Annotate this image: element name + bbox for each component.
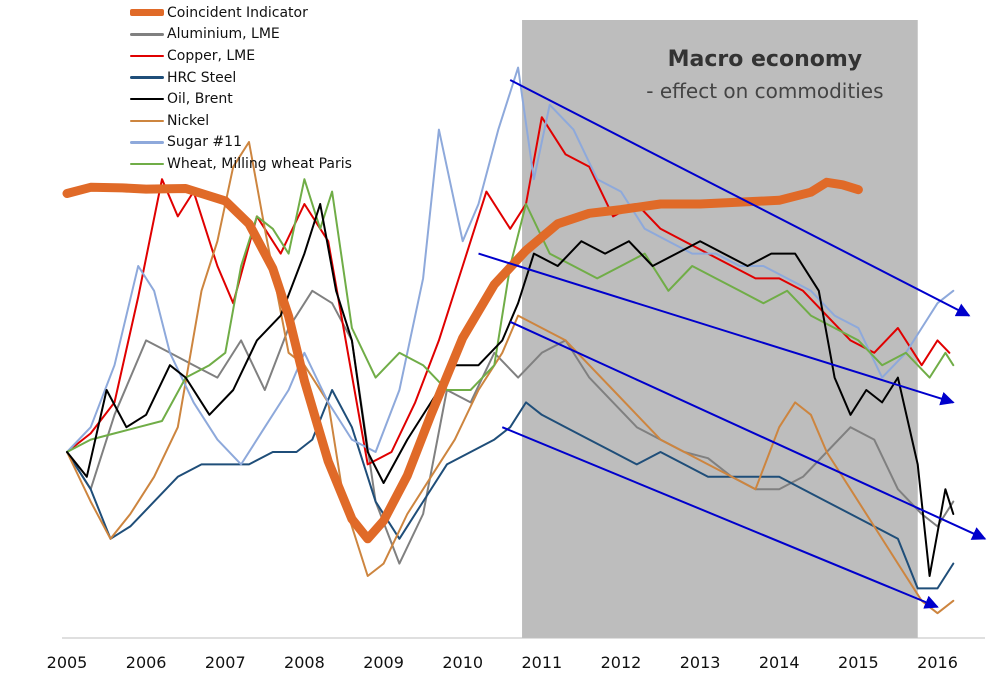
legend-swatch (130, 162, 164, 166)
series-line-oil-brent (66, 203, 955, 577)
trend-arrow-2 (478, 252, 955, 406)
series-line-nickel (66, 141, 955, 615)
legend-label: Sugar #11 (167, 134, 242, 151)
annotation-title: Macro economy (668, 47, 863, 72)
x-tick-label: 2009 (363, 653, 404, 672)
series-line-hrc-steel (66, 389, 955, 590)
legend-label: Oil, Brent (167, 91, 233, 108)
x-axis-ticks: 2005 2006 2007 2008 2009 2010 2011 2012 2013 2014… (47, 653, 958, 672)
series-line-aluminium-lme (66, 289, 955, 565)
legend-swatch (130, 141, 164, 144)
x-tick-label: 2008 (284, 653, 325, 672)
legend-item: HRC Steel (130, 67, 352, 89)
legend-item: Nickel (130, 110, 352, 132)
legend-item: Wheat, Milling wheat Paris (130, 153, 352, 175)
series-line-sugar-11 (66, 66, 955, 466)
annotation-subtitle: - effect on commodities (646, 79, 883, 103)
x-tick-label: 2015 (838, 653, 879, 672)
x-tick-label: 2016 (917, 653, 958, 672)
legend-label: Nickel (167, 112, 210, 129)
legend-swatch (130, 97, 164, 101)
trend-arrow-3 (509, 320, 987, 540)
legend-swatch (130, 33, 164, 36)
x-tick-label: 2010 (442, 653, 483, 672)
legend-swatch (130, 9, 164, 17)
trend-arrow-4 (501, 426, 939, 609)
x-tick-label: 2006 (126, 653, 167, 672)
legend-item: Oil, Brent (130, 88, 352, 110)
legend: Coincident Indicator Aluminium, LME Copper… (130, 2, 352, 175)
series-line-copper-lme (66, 116, 951, 466)
x-tick-label: 2005 (47, 653, 88, 672)
x-tick-label: 2014 (759, 653, 800, 672)
legend-swatch (130, 119, 164, 123)
legend-item: Sugar #11 (130, 132, 352, 154)
legend-item: Aluminium, LME (130, 24, 352, 46)
x-tick-label: 2013 (680, 653, 721, 672)
series-line-wheat-milling-wheat-paris (66, 178, 955, 453)
x-tick-label: 2011 (521, 653, 562, 672)
legend-swatch (130, 54, 164, 58)
trend-arrow-1 (509, 79, 971, 317)
legend-label: Wheat, Milling wheat Paris (167, 155, 352, 172)
legend-swatch (130, 76, 164, 79)
legend-label: Coincident Indicator (167, 4, 308, 21)
legend-label: Copper, LME (167, 47, 256, 64)
legend-item: Copper, LME (130, 45, 352, 67)
trend-arrows (478, 79, 987, 609)
x-tick-label: 2007 (205, 653, 246, 672)
legend-label: Aluminium, LME (167, 26, 280, 43)
legend-label: HRC Steel (167, 69, 237, 86)
legend-item: Coincident Indicator (130, 2, 352, 24)
x-tick-label: 2012 (601, 653, 642, 672)
